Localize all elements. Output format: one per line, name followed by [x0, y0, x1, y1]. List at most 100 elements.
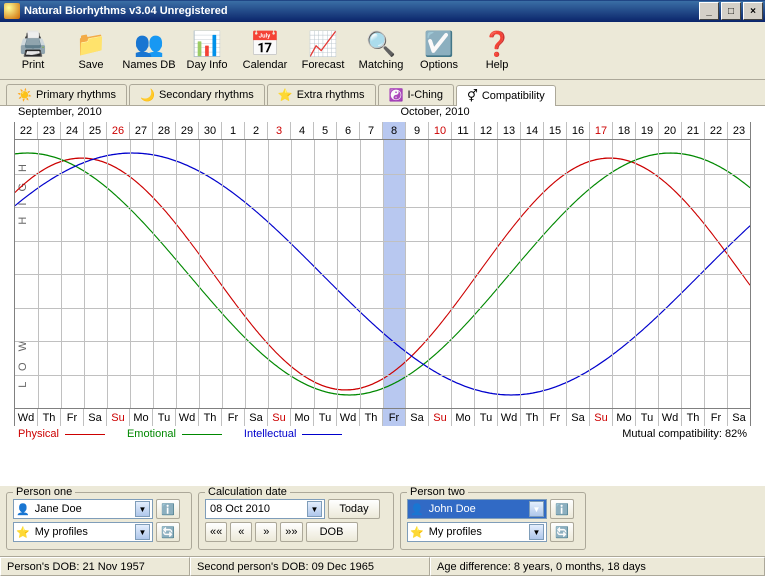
day-cell: 22 [14, 122, 38, 139]
chevron-down-icon: ▼ [529, 524, 544, 540]
legend-label-intellectual: Intellectual [244, 428, 297, 440]
weekday-cell: Th [521, 409, 544, 426]
nav-last-button[interactable]: »» [280, 522, 302, 542]
person-icon: 👤 [16, 503, 30, 516]
weekday-cell: Su [590, 409, 613, 426]
nav-first-button[interactable]: «« [205, 522, 227, 542]
person-one-name-combo[interactable]: 👤 Jane Doe ▼ [13, 499, 153, 519]
chevron-down-icon: ▼ [135, 524, 150, 540]
day-cell: 23 [38, 122, 61, 139]
day-cell: 13 [498, 122, 521, 139]
toolbar-save[interactable]: 📁 Save [62, 25, 120, 77]
person-one-info-button[interactable]: ℹ️ [156, 499, 180, 519]
day-cell: 26 [107, 122, 130, 139]
toolbar-names-db[interactable]: 👥 Names DB [120, 25, 178, 77]
toolbar-label: Day Info [187, 59, 228, 71]
tab-secondary-rhythms[interactable]: 🌙 Secondary rhythms [129, 84, 265, 105]
toolbar-icon: ☑️ [424, 31, 454, 59]
tab-i-ching[interactable]: ☯️ I-Ching [378, 84, 454, 105]
toolbar-label: Forecast [302, 59, 345, 71]
person-two-reload-button[interactable]: 🔄 [550, 522, 574, 542]
weekday-cell: Sa [728, 409, 751, 426]
toolbar-label: Help [486, 59, 509, 71]
toolbar-matching[interactable]: 🔍 Matching [352, 25, 410, 77]
weekday-cell: Sa [245, 409, 268, 426]
legend-label-physical: Physical [18, 428, 59, 440]
toolbar-icon: ❓ [482, 31, 512, 59]
person-one-title: Person one [13, 486, 75, 498]
day-cell: 9 [406, 122, 429, 139]
weekday-cell: Wd [176, 409, 199, 426]
month-label-right: October, 2010 [383, 106, 765, 122]
toolbar-help[interactable]: ❓ Help [468, 25, 526, 77]
day-cell: 21 [682, 122, 705, 139]
dob-button[interactable]: DOB [306, 522, 358, 542]
weekday-cell: Th [682, 409, 705, 426]
tab-icon: ☯️ [389, 88, 404, 102]
person-one-profiles-combo[interactable]: ⭐ My profiles ▼ [13, 522, 153, 542]
day-cell: 20 [659, 122, 682, 139]
close-button[interactable]: × [743, 2, 763, 20]
toolbar-icon: 👥 [134, 31, 164, 59]
weekday-cell: Fr [544, 409, 567, 426]
weekday-cell: Fr [705, 409, 728, 426]
weekday-cell: Fr [222, 409, 245, 426]
toolbar-print[interactable]: 🖨️ Print [4, 25, 62, 77]
toolbar-label: Matching [359, 59, 404, 71]
weekday-cell: Mo [130, 409, 153, 426]
chart-area: September, 2010 October, 2010 2223242526… [0, 106, 765, 486]
toolbar-icon: 📅 [250, 31, 280, 59]
person-two-group: Person two 👤 John Doe ▼ ℹ️ ⭐ My profiles… [400, 492, 586, 550]
day-cell: 29 [176, 122, 199, 139]
window-title: Natural Biorhythms v3.04 Unregistered [24, 5, 699, 17]
legend-line [182, 434, 222, 435]
weekday-cell: Tu [636, 409, 659, 426]
day-cell: 3 [268, 122, 291, 139]
calculation-date-group: Calculation date 08 Oct 2010 ▼ Today «« … [198, 492, 394, 550]
date-header-row: 2223242526272829301234567891011121314151… [14, 122, 751, 140]
person-two-name-combo[interactable]: 👤 John Doe ▼ [407, 499, 547, 519]
weekday-cell: Wd [659, 409, 682, 426]
toolbar-icon: 🖨️ [18, 31, 48, 59]
weekday-cell: Tu [314, 409, 337, 426]
chart-grid: H I G H L O W [14, 140, 751, 408]
toolbar-label: Names DB [122, 59, 175, 71]
weekday-cell: Su [107, 409, 130, 426]
day-cell: 7 [360, 122, 383, 139]
toolbar-calendar[interactable]: 📅 Calendar [236, 25, 294, 77]
tab-primary-rhythms[interactable]: ☀️ Primary rhythms [6, 84, 127, 105]
date-combo[interactable]: 08 Oct 2010 ▼ [205, 499, 325, 519]
toolbar-forecast[interactable]: 📈 Forecast [294, 25, 352, 77]
person-two-profiles-combo[interactable]: ⭐ My profiles ▼ [407, 522, 547, 542]
tab-label: Extra rhythms [297, 89, 365, 101]
weekday-cell: Fr [61, 409, 84, 426]
tab-icon: ⚥ [467, 89, 478, 103]
today-button[interactable]: Today [328, 499, 380, 519]
tab-compatibility[interactable]: ⚥ Compatibility [456, 85, 556, 106]
controls-panel: Person one 👤 Jane Doe ▼ ℹ️ ⭐ My profiles… [0, 486, 765, 556]
minimize-button[interactable]: _ [699, 2, 719, 20]
day-cell: 1 [222, 122, 245, 139]
main-toolbar: 🖨️ Print📁 Save👥 Names DB📊 Day Info📅 Cale… [0, 22, 765, 80]
app-icon [4, 3, 20, 19]
tab-icon: ⭐ [278, 88, 293, 102]
day-cell: 14 [521, 122, 544, 139]
toolbar-day-info[interactable]: 📊 Day Info [178, 25, 236, 77]
toolbar-icon: 🔍 [366, 31, 396, 59]
toolbar-options[interactable]: ☑️ Options [410, 25, 468, 77]
day-cell: 6 [337, 122, 360, 139]
nav-next-button[interactable]: » [255, 522, 277, 542]
day-cell: 11 [452, 122, 475, 139]
day-cell: 12 [475, 122, 498, 139]
day-cell: 17 [590, 122, 613, 139]
tab-icon: ☀️ [17, 88, 32, 102]
weekday-cell: Su [268, 409, 291, 426]
person-two-title: Person two [407, 486, 468, 498]
weekday-cell: Th [38, 409, 61, 426]
tab-extra-rhythms[interactable]: ⭐ Extra rhythms [267, 84, 376, 105]
person-two-info-button[interactable]: ℹ️ [550, 499, 574, 519]
maximize-button[interactable]: □ [721, 2, 741, 20]
nav-prev-button[interactable]: « [230, 522, 252, 542]
day-cell: 30 [199, 122, 222, 139]
person-one-reload-button[interactable]: 🔄 [156, 522, 180, 542]
